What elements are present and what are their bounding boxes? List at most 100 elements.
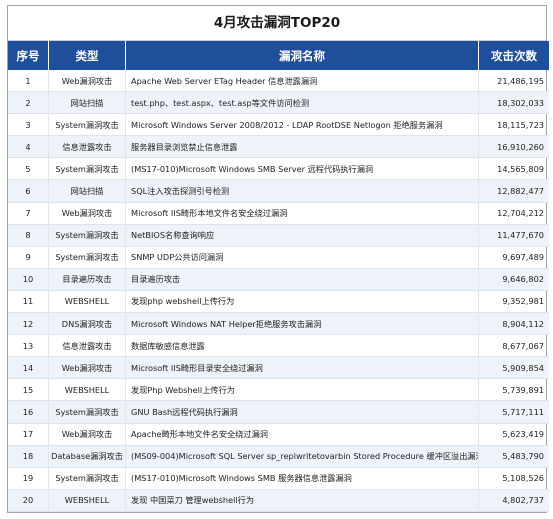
vuln-name-cell: Apache Web Server ETag Header 信息泄露漏洞 bbox=[125, 70, 479, 93]
vuln-name-cell: Microsoft IIS畸形目录安全绕过漏洞 bbox=[125, 356, 479, 380]
table-row: 10 目录遍历攻击 目录遍历攻击 9,646,802 bbox=[8, 268, 549, 291]
rank-cell: 8 bbox=[8, 224, 49, 247]
vuln-name-cell: 发现php webshell上传行为 bbox=[125, 290, 479, 314]
attack-count-cell: 5,623,419 bbox=[478, 423, 549, 446]
rank-cell: 6 bbox=[8, 179, 49, 203]
table-row: 6 网站扫描 SQL注入攻击探测引号检测 12,882,477 bbox=[8, 179, 549, 203]
rank-cell: 1 bbox=[8, 70, 49, 93]
rank-cell: 2 bbox=[8, 91, 49, 115]
attack-count-cell: 16,910,260 bbox=[478, 135, 549, 159]
vuln-name-cell: 数据库敏感信息泄露 bbox=[125, 334, 479, 358]
vuln-name-cell: Microsoft Windows NAT Helper拒绝服务攻击漏洞 bbox=[125, 312, 479, 336]
header-rank: 序号 bbox=[8, 41, 49, 70]
attack-count-cell: 8,677,067 bbox=[478, 334, 549, 358]
attack-count-cell: 5,717,111 bbox=[478, 400, 549, 424]
vuln-name-cell: 发现Php Webshell上传行为 bbox=[125, 378, 479, 402]
attack-count-cell: 21,486,195 bbox=[478, 70, 549, 93]
type-cell: WEBSHELL bbox=[48, 378, 126, 402]
vuln-name-cell: (MS17-010)Microsoft Windows SMB Server 远… bbox=[125, 157, 479, 181]
vuln-name-cell: test.php、test.aspx、test.asp等文件访问检测 bbox=[125, 91, 479, 115]
table-row: 18 Database漏洞攻击 (MS09-004)Microsoft SQL Se… bbox=[8, 445, 549, 468]
type-cell: WEBSHELL bbox=[48, 489, 126, 512]
rank-cell: 9 bbox=[8, 246, 49, 269]
attack-count-cell: 14,565,809 bbox=[478, 157, 549, 181]
vuln-name-cell: Apache畸形本地文件名安全绕过漏洞 bbox=[125, 423, 479, 446]
attack-count-cell: 8,904,112 bbox=[478, 312, 549, 336]
attack-count-cell: 5,739,891 bbox=[478, 378, 549, 402]
type-cell: 目录遍历攻击 bbox=[48, 268, 126, 291]
type-cell: Web漏洞攻击 bbox=[48, 423, 126, 446]
rank-cell: 7 bbox=[8, 202, 49, 225]
header-type: 类型 bbox=[48, 41, 126, 70]
attack-count-cell: 12,882,477 bbox=[478, 179, 549, 203]
rank-cell: 16 bbox=[8, 400, 49, 424]
rank-cell: 18 bbox=[8, 445, 49, 468]
vuln-name-cell: Microsoft IIS畸形本地文件名安全绕过漏洞 bbox=[125, 202, 479, 225]
rank-cell: 10 bbox=[8, 268, 49, 291]
rank-cell: 11 bbox=[8, 290, 49, 314]
type-cell: System漏洞攻击 bbox=[48, 400, 126, 424]
table-row: 8 System漏洞攻击 NetBIOS名称查询响应 11,477,670 bbox=[8, 224, 549, 247]
table-row: 19 System漏洞攻击 (MS17-010)Microsoft Windows … bbox=[8, 467, 549, 490]
table-row: 17 Web漏洞攻击 Apache畸形本地文件名安全绕过漏洞 5,623,419 bbox=[8, 423, 549, 446]
attack-count-cell: 12,704,212 bbox=[478, 202, 549, 225]
type-cell: System漏洞攻击 bbox=[48, 467, 126, 490]
rank-cell: 4 bbox=[8, 135, 49, 159]
vuln-name-cell: Microsoft Windows Server 2008/2012 - LDA… bbox=[125, 113, 479, 137]
table-row: 20 WEBSHELL 发现 中国菜刀 管理webshell行为 4,802,737 bbox=[8, 489, 549, 512]
type-cell: Database漏洞攻击 bbox=[48, 445, 126, 468]
attack-count-cell: 5,108,526 bbox=[478, 467, 549, 490]
vuln-name-cell: GNU Bash远程代码执行漏洞 bbox=[125, 400, 479, 424]
type-cell: Web漏洞攻击 bbox=[48, 202, 126, 225]
attack-count-cell: 9,646,802 bbox=[478, 268, 549, 291]
type-cell: 信息泄露攻击 bbox=[48, 135, 126, 159]
table-row: 9 System漏洞攻击 SNMP UDP公共访问漏洞 9,697,489 bbox=[8, 246, 549, 269]
vuln-name-cell: 服务器目录浏览禁止信息泄露 bbox=[125, 135, 479, 159]
type-cell: Web漏洞攻击 bbox=[48, 356, 126, 380]
attack-count-cell: 11,477,670 bbox=[478, 224, 549, 247]
type-cell: DNS漏洞攻击 bbox=[48, 312, 126, 336]
vuln-name-cell: 发现 中国菜刀 管理webshell行为 bbox=[125, 489, 479, 512]
table-row: 13 信息泄露攻击 数据库敏感信息泄露 8,677,067 bbox=[8, 334, 549, 358]
vulnerability-table: 序号 类型 漏洞名称 攻击次数 1 Web漏洞攻击 Apache Web Serve… bbox=[8, 41, 549, 512]
attack-count-cell: 18,115,723 bbox=[478, 113, 549, 137]
attack-count-cell: 5,483,790 bbox=[478, 445, 549, 468]
table-body: 1 Web漏洞攻击 Apache Web Server ETag Header 信息… bbox=[8, 70, 549, 512]
table-row: 4 信息泄露攻击 服务器目录浏览禁止信息泄露 16,910,260 bbox=[8, 135, 549, 159]
table-row: 16 System漏洞攻击 GNU Bash远程代码执行漏洞 5,717,111 bbox=[8, 400, 549, 424]
vuln-name-cell: (MS17-010)Microsoft Windows SMB 服务器信息泄露漏… bbox=[125, 467, 479, 490]
table-row: 15 WEBSHELL 发现Php Webshell上传行为 5,739,891 bbox=[8, 378, 549, 402]
attack-count-cell: 4,802,737 bbox=[478, 489, 549, 512]
table-title: 4月攻击漏洞TOP20 bbox=[8, 6, 546, 41]
type-cell: 网站扫描 bbox=[48, 91, 126, 115]
vuln-name-cell: SQL注入攻击探测引号检测 bbox=[125, 179, 479, 203]
type-cell: System漏洞攻击 bbox=[48, 224, 126, 247]
vuln-name-cell: (MS09-004)Microsoft SQL Server sp_replwr… bbox=[125, 445, 479, 468]
attack-count-cell: 18,302,033 bbox=[478, 91, 549, 115]
rank-cell: 14 bbox=[8, 356, 49, 380]
table-row: 7 Web漏洞攻击 Microsoft IIS畸形本地文件名安全绕过漏洞 12,704… bbox=[8, 202, 549, 225]
header-count: 攻击次数 bbox=[478, 41, 549, 70]
table-row: 5 System漏洞攻击 (MS17-010)Microsoft Windows S… bbox=[8, 157, 549, 181]
type-cell: WEBSHELL bbox=[48, 290, 126, 314]
table-row: 14 Web漏洞攻击 Microsoft IIS畸形目录安全绕过漏洞 5,909,85… bbox=[8, 356, 549, 380]
rank-cell: 13 bbox=[8, 334, 49, 358]
table-header-row: 序号 类型 漏洞名称 攻击次数 bbox=[8, 41, 549, 70]
rank-cell: 3 bbox=[8, 113, 49, 137]
table-row: 12 DNS漏洞攻击 Microsoft Windows NAT Helper拒绝服… bbox=[8, 312, 549, 336]
type-cell: System漏洞攻击 bbox=[48, 113, 126, 137]
table-row: 3 System漏洞攻击 Microsoft Windows Server 2008… bbox=[8, 113, 549, 137]
type-cell: 网站扫描 bbox=[48, 179, 126, 203]
type-cell: System漏洞攻击 bbox=[48, 157, 126, 181]
rank-cell: 12 bbox=[8, 312, 49, 336]
report-panel: 4月攻击漏洞TOP20 序号 类型 漏洞名称 攻击次数 1 Web漏洞攻击 Apac… bbox=[7, 5, 549, 513]
rank-cell: 5 bbox=[8, 157, 49, 181]
rank-cell: 15 bbox=[8, 378, 49, 402]
rank-cell: 20 bbox=[8, 489, 49, 512]
type-cell: 信息泄露攻击 bbox=[48, 334, 126, 358]
attack-count-cell: 5,909,854 bbox=[478, 356, 549, 380]
type-cell: System漏洞攻击 bbox=[48, 246, 126, 269]
header-name: 漏洞名称 bbox=[125, 41, 479, 70]
table-row: 2 网站扫描 test.php、test.aspx、test.asp等文件访问检测 1… bbox=[8, 91, 549, 115]
vuln-name-cell: NetBIOS名称查询响应 bbox=[125, 224, 479, 247]
